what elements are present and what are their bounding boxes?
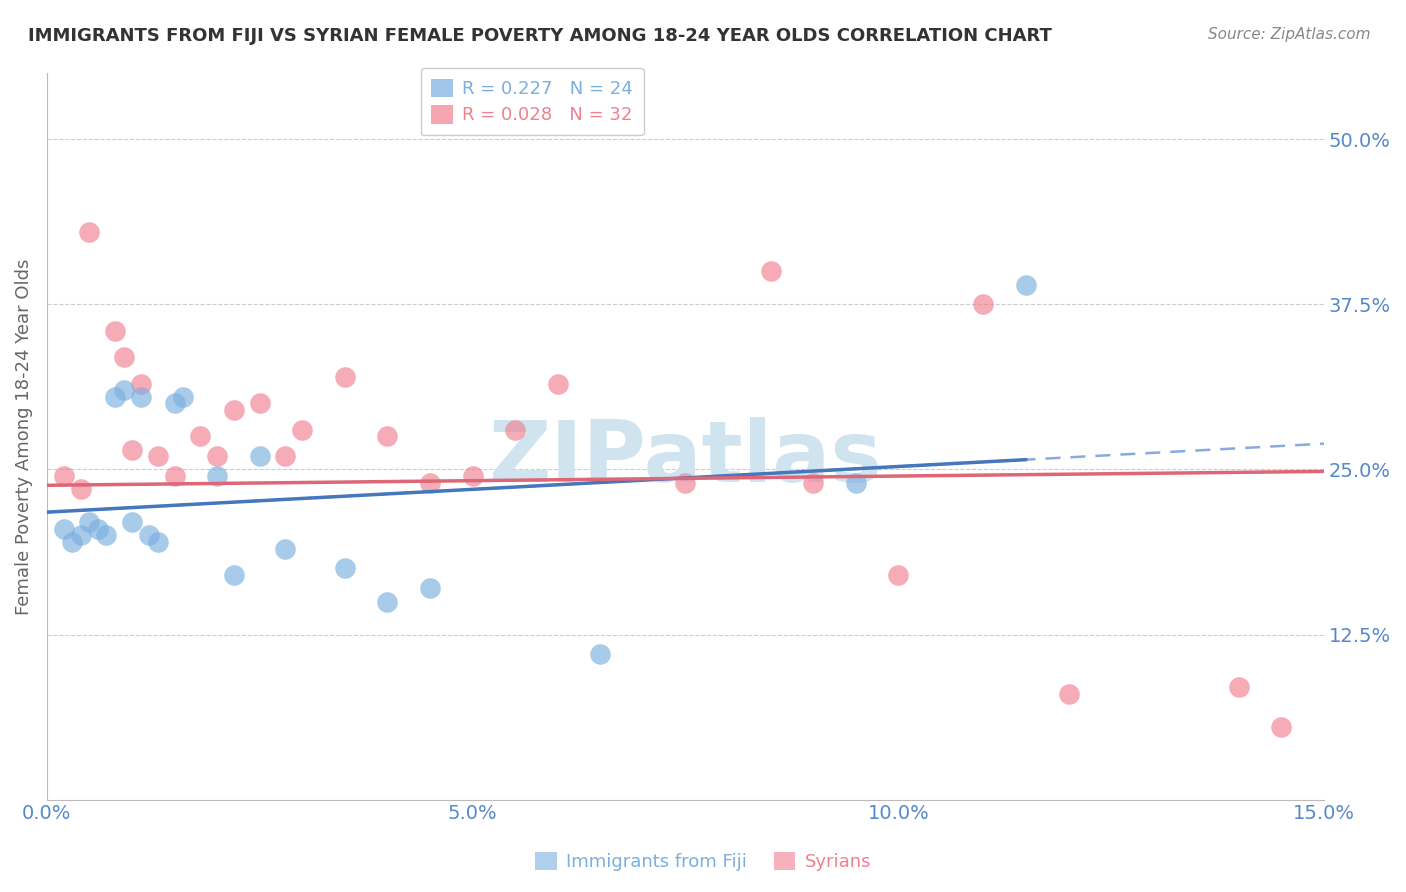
Point [62,535,84,549]
Point [461,469,484,483]
Point [172,390,194,404]
Point [96,528,118,542]
Point [249,449,271,463]
Point [146,449,169,463]
Point [503,423,526,437]
Point [104,324,127,338]
Point [52,522,75,536]
Point [972,297,994,311]
Text: ZIPatlas: ZIPatlas [488,417,883,500]
Point [1057,687,1080,701]
Point [163,469,186,483]
Point [121,442,143,457]
Point [759,264,782,278]
Point [887,568,910,582]
Point [224,403,246,417]
Point [70,528,93,542]
Point [419,582,441,596]
Point [129,390,152,404]
Point [87,522,110,536]
Point [104,390,127,404]
Point [675,475,697,490]
Text: Source: ZipAtlas.com: Source: ZipAtlas.com [1208,27,1371,42]
Point [274,449,297,463]
Point [845,475,868,490]
Y-axis label: Female Poverty Among 18-24 Year Olds: Female Poverty Among 18-24 Year Olds [15,259,32,615]
Point [801,475,824,490]
Point [138,528,160,542]
Point [70,482,93,496]
Text: IMMIGRANTS FROM FIJI VS SYRIAN FEMALE POVERTY AMONG 18-24 YEAR OLDS CORRELATION : IMMIGRANTS FROM FIJI VS SYRIAN FEMALE PO… [28,27,1052,45]
Point [112,383,135,397]
Point [121,516,143,530]
Point [547,376,569,391]
Point [112,350,135,364]
Point [1270,720,1292,734]
Point [52,469,75,483]
Point [377,594,399,608]
Point [333,370,356,384]
Point [291,423,314,437]
Point [205,449,228,463]
Point [274,541,297,556]
Point [1015,277,1038,292]
Point [249,396,271,410]
Point [333,561,356,575]
Point [419,475,441,490]
Point [377,429,399,443]
Legend: R = 0.227   N = 24, R = 0.028   N = 32: R = 0.227 N = 24, R = 0.028 N = 32 [420,68,644,136]
Legend: Immigrants from Fiji, Syrians: Immigrants from Fiji, Syrians [527,845,879,879]
Point [129,376,152,391]
Point [205,469,228,483]
Point [163,396,186,410]
Point [188,429,211,443]
Point [79,225,101,239]
Point [146,535,169,549]
Point [224,568,246,582]
Point [1227,681,1250,695]
Point [589,648,612,662]
Point [79,516,101,530]
